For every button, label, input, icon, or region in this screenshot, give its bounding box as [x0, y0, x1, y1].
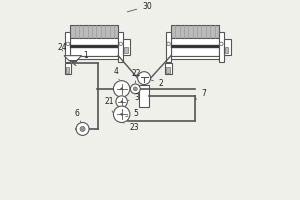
Circle shape: [113, 106, 130, 122]
Circle shape: [113, 81, 130, 97]
Bar: [65, 63, 71, 74]
Bar: [118, 32, 123, 62]
Bar: [166, 63, 172, 74]
Text: 3: 3: [128, 93, 139, 102]
Bar: [70, 56, 118, 59]
Bar: [66, 67, 69, 73]
Bar: [167, 67, 170, 73]
Bar: [123, 39, 130, 55]
Circle shape: [220, 42, 223, 46]
Text: 23: 23: [124, 123, 139, 132]
Bar: [171, 38, 219, 56]
Text: 1: 1: [75, 51, 88, 61]
Circle shape: [121, 113, 123, 115]
Text: 2: 2: [151, 79, 164, 88]
Polygon shape: [64, 56, 82, 61]
Bar: [124, 47, 128, 53]
Bar: [171, 56, 219, 59]
Circle shape: [167, 42, 170, 46]
Bar: [219, 32, 224, 62]
Text: 30: 30: [127, 2, 152, 12]
Circle shape: [130, 84, 140, 94]
Text: 6: 6: [75, 109, 81, 122]
Circle shape: [121, 88, 123, 90]
Bar: [224, 39, 231, 55]
Bar: [65, 32, 70, 62]
Bar: [139, 85, 149, 107]
Circle shape: [76, 122, 89, 135]
Circle shape: [116, 96, 127, 107]
Text: 22: 22: [131, 69, 141, 83]
Text: 4: 4: [114, 67, 119, 80]
Bar: [171, 25, 219, 38]
Bar: [225, 47, 228, 53]
Bar: [70, 45, 118, 48]
Bar: [171, 45, 219, 48]
Text: 21: 21: [104, 97, 114, 112]
Circle shape: [134, 87, 137, 91]
Circle shape: [80, 126, 85, 132]
Circle shape: [121, 101, 122, 102]
Text: 5: 5: [126, 109, 138, 118]
Bar: [166, 32, 171, 62]
Text: 24: 24: [57, 43, 67, 52]
Circle shape: [66, 42, 70, 46]
Bar: [70, 25, 118, 38]
Text: 7: 7: [195, 89, 207, 100]
Bar: [70, 38, 118, 56]
Circle shape: [138, 72, 151, 85]
Circle shape: [119, 42, 122, 46]
